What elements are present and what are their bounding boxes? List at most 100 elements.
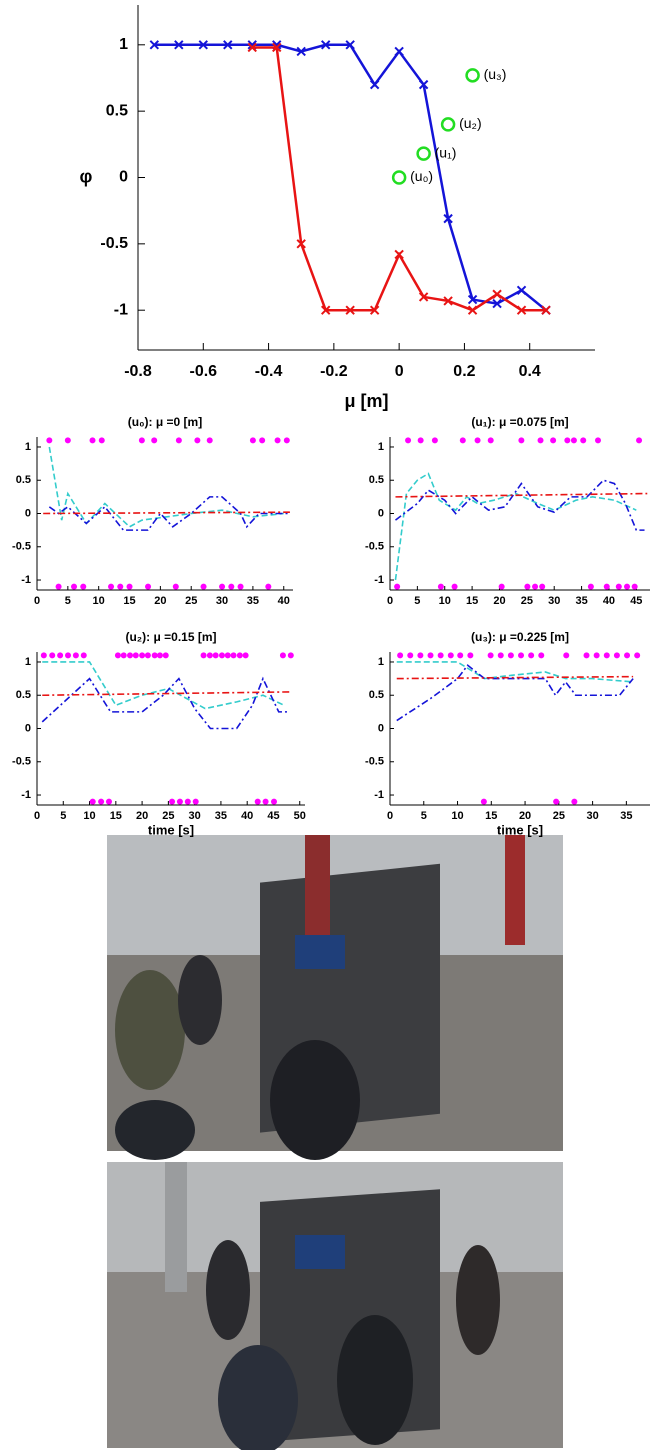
marker [114,652,121,659]
marker [487,437,494,444]
marker [138,437,145,444]
marker [431,437,438,444]
y-tick-label: -0.5 [100,235,128,252]
marker [437,652,444,659]
marker [528,652,535,659]
x-axis-label: μ [m] [344,391,388,411]
marker [206,437,213,444]
marker [206,652,213,659]
marker [397,652,404,659]
marker [539,583,546,590]
series-line [42,661,285,710]
chart: 0 5 10 15 20 25 30 35 40 45 50 -1 -0.5 0 0.5 1 (u₂): μ =… [12,630,306,837]
marker [537,437,544,444]
series-line [394,479,645,531]
series-line [396,664,634,722]
marker [254,798,261,805]
marker [624,652,631,659]
marker [132,652,139,659]
marker [457,652,464,659]
marker [89,437,96,444]
y-tick-label: -1 [21,574,31,586]
marker [230,652,237,659]
x-tick-label: 25 [521,595,533,607]
marker [117,583,124,590]
marker [516,305,527,315]
marker [287,652,294,659]
marker [169,798,176,805]
marker [583,652,590,659]
x-tick-label: 5 [60,810,66,822]
x-tick-label: -0.4 [255,363,283,380]
marker [451,583,458,590]
marker [613,652,620,659]
marker [465,68,480,83]
y-tick-label: 0 [119,169,128,186]
y-tick-label: -0.5 [365,541,384,553]
x-tick-label: 25 [162,810,174,822]
marker [120,652,127,659]
marker [228,583,235,590]
marker [518,437,525,444]
marker [57,652,64,659]
marker [467,305,478,315]
marker [272,42,282,53]
marker [184,798,191,805]
series-line [395,492,648,498]
y-tick-label: 0.5 [106,102,128,119]
marker [249,437,256,444]
marker [320,40,331,50]
x-axis-label: time [s] [497,822,543,837]
series-line [42,691,290,697]
marker [218,652,225,659]
marker [145,583,152,590]
y-tick-label: 0 [378,722,384,734]
marker [242,652,249,659]
y-tick-label: -0.5 [365,756,384,768]
x-tick-label: 15 [466,595,478,607]
marker [631,583,638,590]
series-line [396,675,634,680]
x-tick-label: 0 [395,363,404,380]
x-tick-label: 0 [387,595,393,607]
marker [65,652,72,659]
marker [518,652,525,659]
marker [564,437,571,444]
marker [105,798,112,805]
marker [224,652,231,659]
marker [80,583,87,590]
y-tick-label: 1 [25,441,31,453]
marker [296,46,306,57]
marker [459,437,466,444]
y-tick-label: 1 [378,441,384,453]
marker [72,652,79,659]
x-tick-label: 35 [215,810,227,822]
marker [417,437,424,444]
series-line [252,46,547,312]
y-tick-label: 0 [25,507,31,519]
x-tick-label: 35 [620,810,632,822]
x-tick-label: 30 [216,595,228,607]
marker [200,652,207,659]
marker [175,437,182,444]
y-tick-label: -1 [374,574,384,586]
chart-title: (u₃): μ =0.225 [m] [471,630,569,644]
y-tick-label: 1 [25,656,31,668]
marker [580,437,587,444]
y-tick-label: 0.5 [369,689,384,701]
marker [571,798,578,805]
marker [40,652,47,659]
marker [532,583,539,590]
marker [279,652,286,659]
marker [127,652,134,659]
chart-title: (u₁): μ =0.075 [m] [471,415,568,429]
marker [603,652,610,659]
marker [507,652,514,659]
marker [219,583,226,590]
x-tick-label: 40 [278,595,290,607]
x-tick-label: 0.2 [453,363,475,380]
marker [212,652,219,659]
x-tick-label: 20 [519,810,531,822]
x-tick-label: -0.8 [124,363,152,380]
